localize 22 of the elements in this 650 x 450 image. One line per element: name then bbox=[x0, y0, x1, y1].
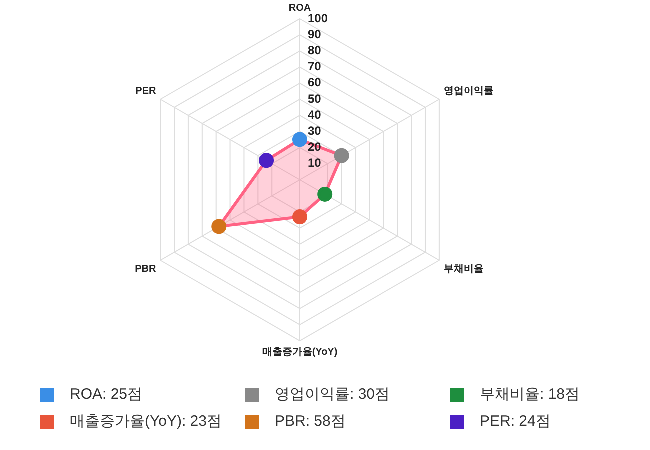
text: 영업이익률: 30점 bbox=[275, 385, 390, 404]
text: PER: 24점 bbox=[480, 412, 551, 431]
y-tick-label: 100 bbox=[308, 11, 328, 26]
text: 매출증가율(YoY): 23점 bbox=[70, 412, 222, 431]
y-tick-label: 20 bbox=[308, 140, 322, 154]
y-tick-label: 80 bbox=[308, 44, 322, 58]
y-tick-label: 30 bbox=[308, 124, 322, 138]
y-tick-label: 90 bbox=[308, 27, 322, 42]
y-tick-label: 10 bbox=[308, 156, 322, 170]
spoke-label: ROA bbox=[288, 2, 312, 14]
text: 부채비율: 18점 bbox=[480, 385, 580, 404]
y-tick-label: 60 bbox=[308, 76, 322, 90]
spoke-label: 매출증가율(YoY) bbox=[262, 346, 338, 358]
text: ROA: 25점 bbox=[70, 385, 143, 404]
y-tick-label: 70 bbox=[308, 60, 322, 74]
spoke-label: PER bbox=[136, 86, 158, 97]
spoke-label: PBR bbox=[135, 264, 158, 275]
text: PBR: 58점 bbox=[275, 412, 346, 431]
spoke-label: 영업이익률 bbox=[444, 86, 494, 97]
y-tick-label: 50 bbox=[308, 92, 322, 106]
y-tick-label: 40 bbox=[308, 108, 322, 122]
spoke-label: 부채비율 bbox=[444, 264, 484, 275]
